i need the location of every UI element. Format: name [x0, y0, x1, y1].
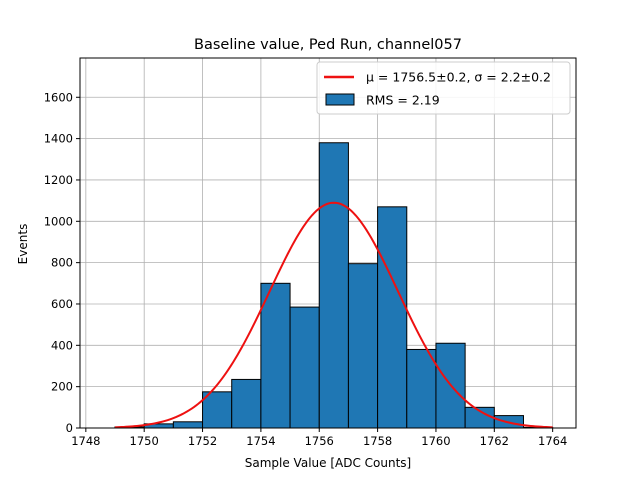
histogram-bar [172, 421, 204, 429]
histogram-bar [231, 378, 262, 429]
x-tick-label: 1760 [421, 434, 450, 448]
x-tick-label: 1756 [305, 434, 334, 448]
legend-rms-swatch [325, 93, 355, 106]
y-tick-label: 1600 [44, 90, 73, 104]
y-tick-label: 1000 [44, 214, 73, 228]
histogram-bar [289, 306, 320, 429]
chart-title: Baseline value, Ped Run, channel057 [194, 37, 462, 53]
y-tick-label: 400 [51, 338, 73, 352]
histogram-bar [347, 263, 379, 429]
histogram-bar [318, 142, 349, 429]
gaussian-fit-curve [114, 201, 553, 429]
y-tick-label: 1200 [44, 173, 73, 187]
legend: μ = 1756.5±0.2, σ = 2.2±0.2 RMS = 2.19 [316, 61, 571, 115]
x-tick-label: 1752 [188, 434, 217, 448]
legend-rms-label: RMS = 2.19 [366, 93, 440, 108]
x-axis-ticks: 1748 1750 1752 1754 1756 1758 1760 1762 1764 [71, 428, 567, 448]
y-tick-label: 0 [66, 421, 73, 435]
x-tick-label: 1762 [480, 434, 509, 448]
x-tick-label: 1754 [246, 434, 275, 448]
x-tick-label: 1750 [130, 434, 159, 448]
x-axis-label: Sample Value [ADC Counts] [245, 456, 411, 470]
y-axis-label: Events [16, 224, 30, 265]
legend-fit-label: μ = 1756.5±0.2, σ = 2.2±0.2 [366, 70, 551, 85]
histogram-bar [377, 206, 408, 429]
y-tick-label: 200 [51, 380, 73, 394]
histogram-bar [406, 348, 437, 429]
y-tick-label: 1400 [44, 132, 73, 146]
histogram-bar [260, 282, 291, 429]
y-axis-ticks: 0 200 400 600 800 1000 1200 1400 1600 [44, 90, 80, 435]
x-tick-label: 1764 [538, 434, 567, 448]
x-tick-label: 1748 [71, 434, 100, 448]
y-tick-label: 600 [51, 297, 73, 311]
y-tick-label: 800 [51, 256, 73, 270]
x-tick-label: 1758 [363, 434, 392, 448]
plot-frame [79, 57, 577, 429]
legend-box [316, 61, 571, 115]
